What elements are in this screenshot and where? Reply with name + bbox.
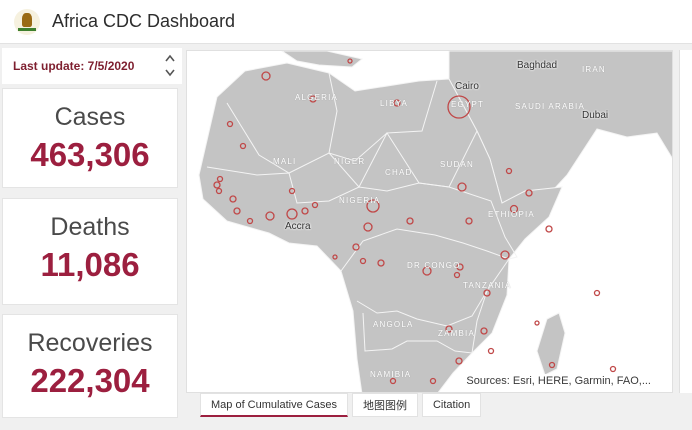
country-borders <box>226 80 438 174</box>
map-view[interactable]: ALGERIA LIBYA EGYPT SAUDI ARABIA IRAN MA… <box>186 50 673 393</box>
map-label-saudi: SAUDI ARABIA <box>515 102 585 111</box>
map-label-drc: DR CONGO <box>407 261 461 270</box>
map-label-namibia: NAMIBIA <box>370 370 412 379</box>
europe-landmass <box>281 51 364 68</box>
recoveries-value: 222,304 <box>30 362 150 399</box>
city-label-baghdad: Baghdad <box>517 60 558 71</box>
deaths-label: Deaths <box>50 213 130 241</box>
map-label-egypt: EGYPT <box>451 100 485 109</box>
map-attribution[interactable]: Sources: Esri, HERE, Garmin, FAO,... <box>463 374 654 388</box>
chevron-down-icon[interactable] <box>165 67 175 77</box>
deaths-card: Deaths 11,086 <box>2 198 178 305</box>
cases-value: 463,306 <box>30 136 150 173</box>
city-label-dubai: Dubai <box>582 110 609 121</box>
last-update-selector[interactable]: Last update: 7/5/2020 <box>2 48 182 84</box>
case-markers <box>213 58 617 385</box>
map-label-sudan: SUDAN <box>440 160 475 169</box>
recoveries-card: Recoveries 222,304 <box>2 314 178 418</box>
africa-map[interactable] <box>187 51 673 393</box>
recoveries-label: Recoveries <box>27 329 153 357</box>
africa-cdc-logo-icon <box>14 8 40 35</box>
last-update-label: Last update: 7/5/2020 <box>13 59 135 73</box>
map-label-iran: IRAN <box>582 65 606 74</box>
map-label-angola: ANGOLA <box>373 320 414 329</box>
country-borders-4 <box>340 228 510 327</box>
dashboard-title: Africa CDC Dashboard <box>52 11 236 31</box>
cases-card: Cases 463,306 <box>2 88 178 188</box>
cases-label: Cases <box>54 103 126 131</box>
city-label-accra: Accra <box>285 221 311 232</box>
country-borders-3 <box>328 72 518 260</box>
tab-map-legend[interactable]: 地图图例 <box>351 393 418 417</box>
right-panel-edge <box>679 50 692 393</box>
chevron-up-icon[interactable] <box>165 54 175 64</box>
map-label-tanzania: TANZANIA <box>463 281 512 290</box>
map-label-nigeria: NIGERIA <box>339 196 381 205</box>
map-label-mali: MALI <box>273 157 297 166</box>
map-label-ethiopia: ETHIOPIA <box>488 210 535 219</box>
city-label-cairo: Cairo <box>455 81 479 92</box>
map-label-niger: NIGER <box>334 157 366 166</box>
update-spinner[interactable] <box>164 54 176 78</box>
deaths-value: 11,086 <box>40 246 140 283</box>
map-tabs: Map of Cumulative Cases 地图图例 Citation <box>200 393 482 419</box>
tab-citation[interactable]: Citation <box>421 393 482 417</box>
tab-map-of-cumulative-cases[interactable]: Map of Cumulative Cases <box>200 393 348 417</box>
country-borders-5 <box>362 290 488 354</box>
map-label-libya: LIBYA <box>380 99 409 108</box>
africa-landmass <box>198 62 563 392</box>
map-label-chad: CHAD <box>385 168 413 177</box>
madagascar <box>536 312 566 376</box>
map-label-algeria: ALGERIA <box>295 93 339 102</box>
header-bar: Africa CDC Dashboard <box>0 0 692 44</box>
map-label-zambia: ZAMBIA <box>438 329 475 338</box>
